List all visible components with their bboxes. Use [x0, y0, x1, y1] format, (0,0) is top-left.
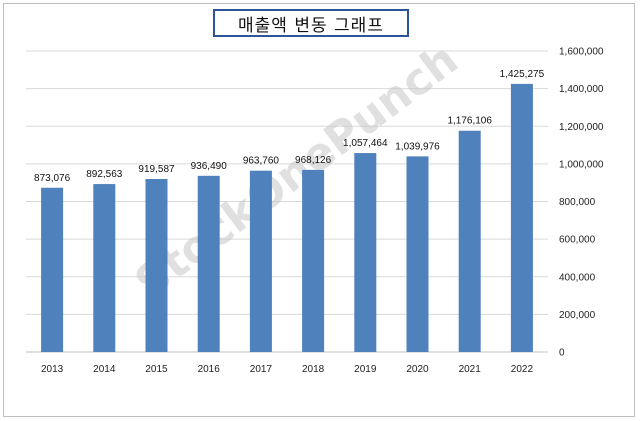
- bar: [145, 179, 168, 352]
- bar: [354, 153, 377, 352]
- y-tick-label: 0: [559, 348, 565, 359]
- x-tick-label: 2017: [250, 364, 273, 375]
- y-tick-label: 1,000,000: [559, 159, 604, 170]
- x-tick-label: 2018: [302, 364, 325, 375]
- y-tick-label: 1,400,000: [559, 84, 604, 95]
- chart-title-text: 매출액 변동 그래프: [238, 15, 384, 36]
- x-axis-ticks: 2013 2014 2015 2016 2017 2018 2019 2020 2021 2022: [41, 364, 533, 375]
- bar: [510, 83, 533, 352]
- bar: [406, 156, 429, 352]
- data-label: 963,760: [243, 156, 280, 167]
- data-label: 1,176,106: [447, 116, 492, 127]
- y-axis-ticks: 0 200,000 400,000 600,000 800,000 1,000,000 1,…: [559, 47, 604, 359]
- data-label: 1,425,275: [500, 69, 545, 80]
- x-tick-label: 2013: [41, 364, 64, 375]
- bars: [41, 83, 533, 352]
- bar: [458, 130, 481, 352]
- bar: [93, 184, 116, 352]
- x-tick-label: 2022: [511, 364, 534, 375]
- data-label: 968,126: [295, 155, 332, 166]
- data-label: 873,076: [34, 173, 71, 184]
- y-tick-label: 200,000: [559, 310, 596, 321]
- y-tick-label: 1,600,000: [559, 47, 604, 58]
- y-tick-label: 400,000: [559, 272, 596, 283]
- data-label: 919,587: [138, 164, 175, 175]
- x-tick-label: 2021: [459, 364, 482, 375]
- bar: [197, 175, 220, 352]
- y-tick-label: 800,000: [559, 197, 596, 208]
- x-tick-label: 2016: [198, 364, 221, 375]
- y-tick-label: 600,000: [559, 235, 596, 246]
- x-tick-label: 2020: [406, 364, 429, 375]
- data-labels: 873,076 892,563 919,587 936,490 963,760 968,1…: [34, 69, 545, 184]
- bar: [249, 170, 272, 352]
- x-tick-label: 2014: [93, 364, 116, 375]
- bar: [41, 187, 64, 352]
- chart-title: 매출액 변동 그래프: [213, 9, 409, 37]
- x-tick-label: 2015: [145, 364, 168, 375]
- data-label: 936,490: [191, 161, 228, 172]
- data-label: 1,057,464: [343, 138, 388, 149]
- x-tick-label: 2019: [354, 364, 377, 375]
- data-label: 1,039,976: [395, 141, 440, 152]
- y-tick-label: 1,200,000: [559, 122, 604, 133]
- bar: [302, 169, 325, 352]
- data-label: 892,563: [86, 169, 123, 180]
